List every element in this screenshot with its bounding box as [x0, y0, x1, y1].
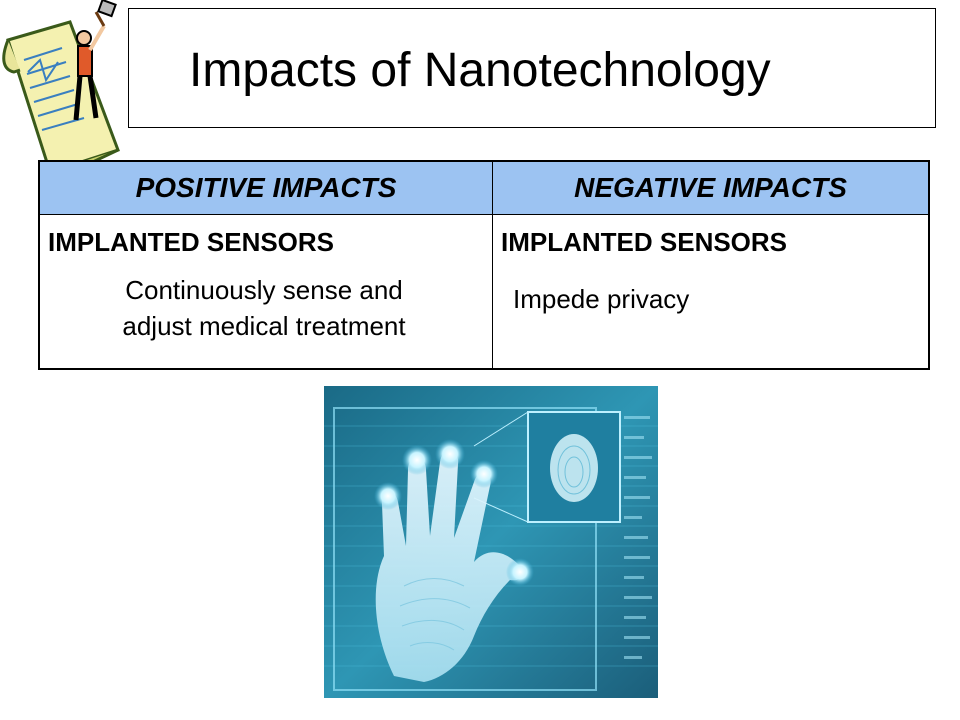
positive-body: Continuously sense and adjust medical tr…: [54, 272, 474, 344]
slide-title: Impacts of Nanotechnology: [189, 44, 771, 97]
impacts-table: POSITIVE IMPACTS NEGATIVE IMPACTS IMPLAN…: [38, 160, 930, 370]
positive-impacts-header: POSITIVE IMPACTS: [39, 161, 493, 215]
handprint-scan-image: [324, 386, 658, 698]
positive-heading: IMPLANTED SENSORS: [48, 227, 335, 257]
negative-impacts-header: NEGATIVE IMPACTS: [492, 161, 929, 215]
negative-cell: IMPLANTED SENSORS Impede privacy: [493, 215, 930, 370]
positive-line-1: Continuously sense and: [125, 275, 403, 305]
title-box: Impacts of Nanotechnology: [128, 8, 936, 128]
negative-heading: IMPLANTED SENSORS: [501, 227, 788, 257]
positive-cell: IMPLANTED SENSORS Continuously sense and…: [39, 214, 493, 369]
positive-line-2: adjust medical treatment: [122, 311, 406, 341]
table-row: IMPLANTED SENSORS Continuously sense and…: [39, 214, 930, 370]
negative-body: Impede privacy: [513, 284, 690, 314]
table-header-row: POSITIVE IMPACTS NEGATIVE IMPACTS: [39, 161, 929, 215]
person-hammer-document-icon: [2, 0, 120, 180]
